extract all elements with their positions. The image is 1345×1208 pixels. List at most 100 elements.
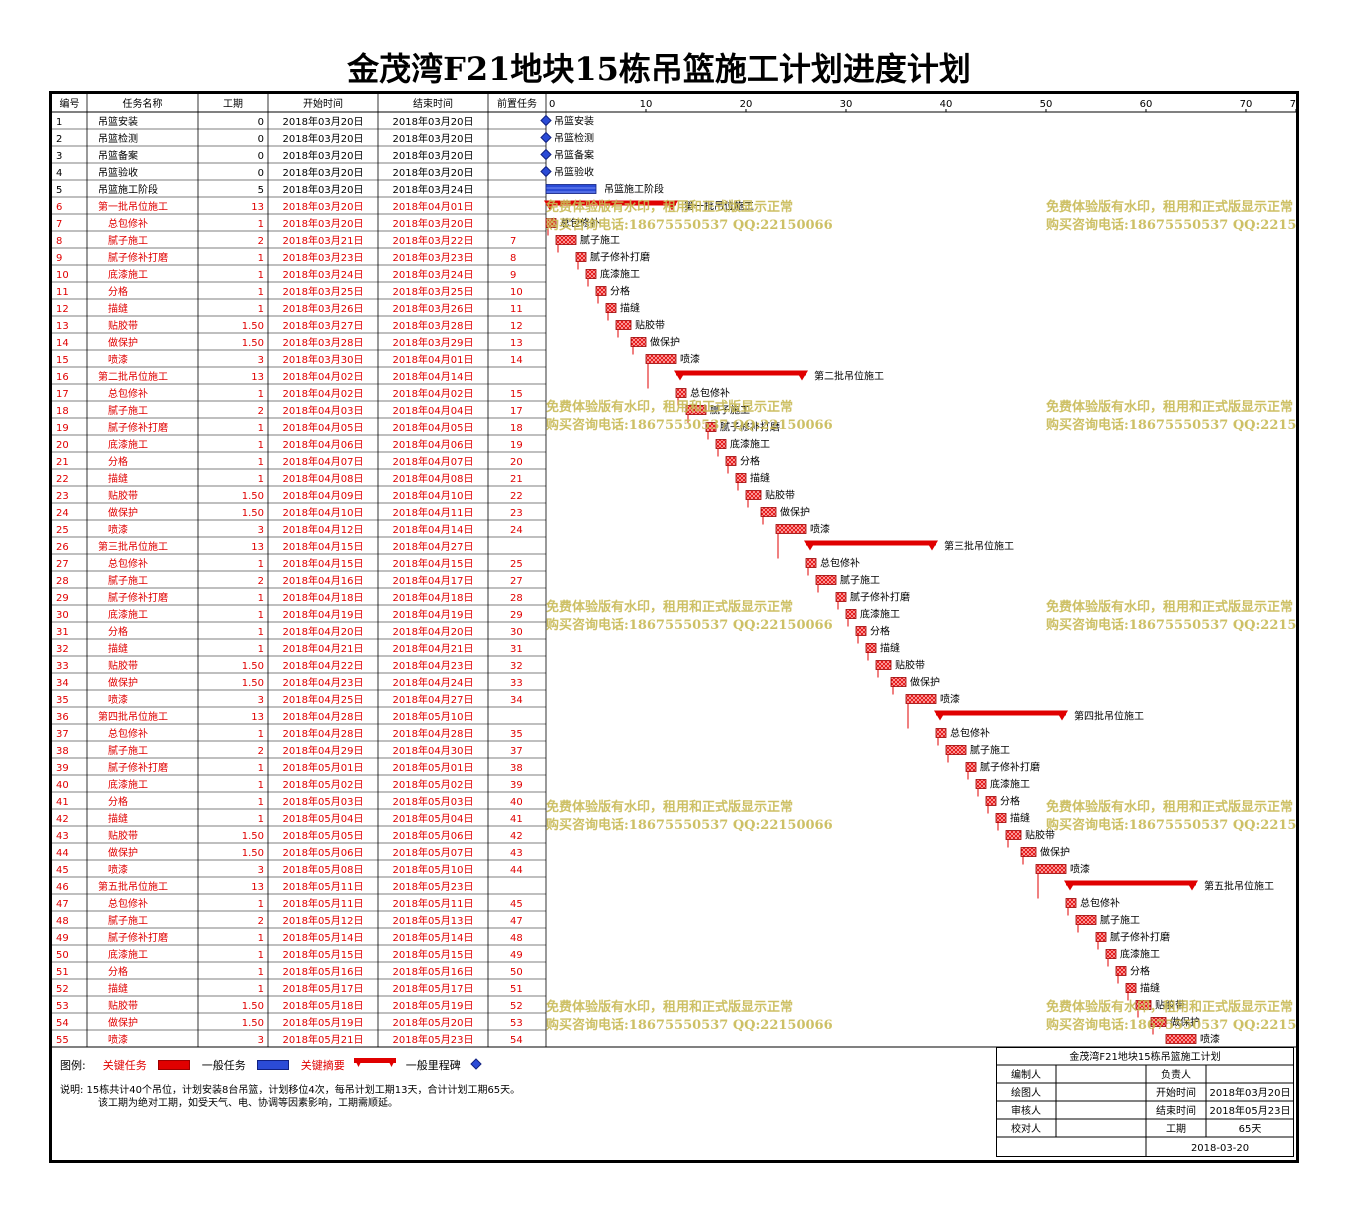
header-name: 任务名称: [123, 97, 163, 110]
info-end-label: 结束时间: [1156, 1104, 1196, 1117]
task-predecessor: 49: [510, 950, 523, 961]
task-name: 喷漆: [108, 693, 128, 706]
task-id: 23: [56, 491, 69, 502]
task-name: 腻子修补打磨: [108, 591, 168, 604]
task-duration: 13: [251, 882, 264, 893]
task-bar-label: 第四批吊位施工: [1074, 710, 1144, 723]
task-predecessor: 17: [510, 406, 523, 417]
task-id: 33: [56, 661, 69, 672]
task-bar-critical: [845, 609, 857, 619]
task-end: 2018年03月25日: [393, 285, 474, 298]
task-end: 2018年05月17日: [393, 982, 474, 995]
task-end: 2018年05月23日: [393, 880, 474, 893]
task-id: 52: [56, 984, 69, 995]
task-name: 第二批吊位施工: [98, 370, 168, 383]
task-start: 2018年04月20日: [283, 625, 364, 638]
task-id: 49: [56, 933, 69, 944]
task-id: 15: [56, 355, 69, 366]
task-predecessor: 11: [510, 304, 523, 315]
task-name: 描缝: [108, 642, 128, 655]
task-bar-label: 第三批吊位施工: [944, 540, 1014, 553]
legend: 图例: 关键任务 一般任务 关键摘要 一般里程碑: [60, 1057, 482, 1073]
info-end-value: 2018年05月23日: [1210, 1104, 1291, 1117]
axis-tick: 75: [1290, 99, 1296, 110]
task-end: 2018年04月07日: [393, 455, 474, 468]
task-bar-critical: [975, 779, 987, 789]
task-duration: 13: [251, 712, 264, 723]
task-predecessor: 50: [510, 967, 523, 978]
task-end: 2018年05月07日: [393, 846, 474, 859]
task-bar-label: 腻子施工: [580, 234, 620, 247]
task-end: 2018年04月21日: [393, 642, 474, 655]
task-end: 2018年05月14日: [393, 931, 474, 944]
watermark-line-1: 免费体验版有水印，租用和正式版显示正常: [546, 799, 793, 815]
watermark-line-1: 免费体验版有水印，租用和正式版显示正常: [1046, 199, 1293, 215]
task-duration: 1: [258, 899, 264, 910]
task-end: 2018年03月28日: [393, 319, 474, 332]
task-bar-critical: [685, 405, 707, 415]
task-end: 2018年05月23日: [393, 1033, 474, 1046]
task-start: 2018年04月28日: [283, 710, 364, 723]
info-reviewer: 审核人: [1011, 1104, 1041, 1117]
task-bar-critical: [945, 745, 967, 755]
task-end: 2018年03月20日: [393, 132, 474, 145]
task-end: 2018年03月23日: [393, 251, 474, 264]
task-name: 描缝: [108, 982, 128, 995]
task-start: 2018年05月21日: [283, 1033, 364, 1046]
watermark-line-2: 购买咨询电话:18675550537 QQ:22150066: [546, 817, 833, 833]
task-bar-critical: [1005, 830, 1022, 840]
task-start: 2018年05月17日: [283, 982, 364, 995]
task-id: 45: [56, 865, 69, 876]
task-start: 2018年05月19日: [283, 1016, 364, 1029]
task-start: 2018年05月02日: [283, 778, 364, 791]
task-duration: 13: [251, 542, 264, 553]
task-duration: 1: [258, 729, 264, 740]
task-name: 总包修补: [108, 897, 148, 910]
task-id: 54: [56, 1018, 69, 1029]
header-id: 编号: [60, 97, 80, 110]
task-predecessor: 24: [510, 525, 523, 536]
task-bar-critical: [805, 558, 817, 568]
task-bar-critical: [630, 337, 647, 347]
note-line-2: 该工期为绝对工期，如受天气、电、协调等因素影响，工期需顺延。: [98, 1098, 398, 1109]
task-predecessor: 41: [510, 814, 523, 825]
task-bar-critical: [1035, 864, 1067, 874]
summary-bar: [1066, 880, 1196, 886]
milestone-marker: [540, 165, 552, 178]
task-start: 2018年03月26日: [283, 302, 364, 315]
task-end: 2018年04月19日: [393, 608, 474, 621]
info-checker: 校对人: [1011, 1122, 1041, 1135]
task-bar-label: 吊篮施工阶段: [604, 183, 664, 196]
task-predecessor: 25: [510, 559, 523, 570]
task-duration: 1: [258, 270, 264, 281]
task-end: 2018年04月17日: [393, 574, 474, 587]
task-bar-label: 描缝: [750, 472, 770, 485]
task-start: 2018年05月16日: [283, 965, 364, 978]
task-id: 25: [56, 525, 69, 536]
task-name: 总包修补: [108, 727, 148, 740]
task-bar-label: 分格: [1000, 795, 1020, 808]
task-start: 2018年05月01日: [283, 761, 364, 774]
task-duration: 1: [258, 423, 264, 434]
task-end: 2018年04月11日: [393, 506, 474, 519]
task-name: 腻子施工: [108, 404, 148, 417]
task-name: 吊篮检测: [98, 132, 138, 145]
task-name: 做保护: [108, 1016, 138, 1029]
task-duration: 0: [258, 151, 264, 162]
task-end: 2018年04月15日: [393, 557, 474, 570]
task-name: 底漆施工: [108, 948, 148, 961]
task-id: 22: [56, 474, 69, 485]
task-id: 39: [56, 763, 69, 774]
task-id: 51: [56, 967, 69, 978]
legend-critical-swatch: [158, 1060, 191, 1070]
task-start: 2018年04月06日: [283, 438, 364, 451]
task-end: 2018年03月20日: [393, 149, 474, 162]
task-end: 2018年04月01日: [393, 200, 474, 213]
task-end: 2018年05月11日: [393, 897, 474, 910]
task-start: 2018年03月20日: [283, 200, 364, 213]
task-duration: 1.50: [242, 491, 264, 502]
task-bar-critical: [1150, 1017, 1167, 1027]
task-duration: 1.50: [242, 1001, 264, 1012]
task-predecessor: 53: [510, 1018, 523, 1029]
task-name: 喷漆: [108, 1033, 128, 1046]
